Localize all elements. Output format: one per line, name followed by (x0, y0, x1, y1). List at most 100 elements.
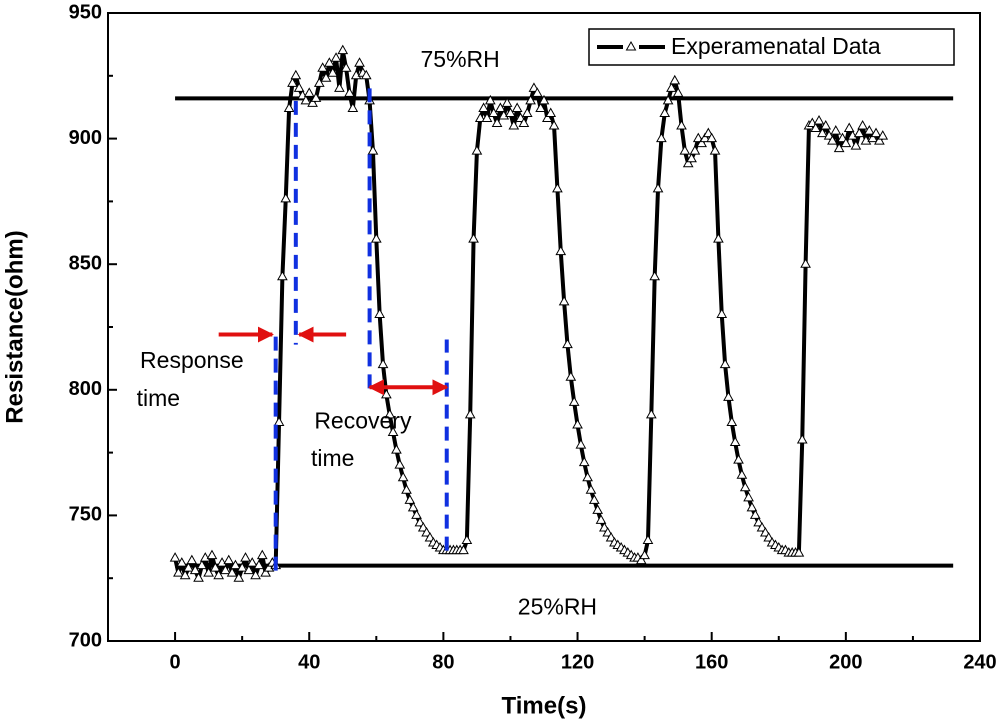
data-point (223, 554, 235, 565)
data-point (384, 408, 396, 419)
data-point (833, 142, 845, 153)
data-point (196, 559, 208, 570)
data-point (273, 416, 285, 426)
data-point (645, 408, 657, 419)
data-point (562, 338, 573, 349)
data-point (464, 408, 476, 419)
data-point (484, 94, 496, 105)
data-point (203, 567, 214, 577)
data-point (501, 97, 513, 107)
data-point (813, 114, 825, 125)
data-point (659, 107, 671, 117)
y-tick-label: 950 (69, 1, 102, 23)
data-point (320, 72, 332, 82)
data-point (820, 120, 832, 130)
data-point (592, 504, 604, 514)
data-point (360, 69, 372, 80)
data-point (810, 122, 822, 133)
data-point (307, 97, 318, 107)
data-point (870, 127, 882, 138)
data-point (739, 481, 751, 492)
x-tick-label: 0 (170, 651, 181, 673)
data-point (572, 418, 583, 429)
x-tick-label: 40 (298, 651, 320, 673)
data-point (253, 559, 265, 570)
data-point (505, 107, 516, 117)
data-point (666, 82, 677, 92)
data-point (468, 233, 479, 243)
data-point (350, 69, 362, 80)
data-point (303, 87, 315, 97)
data-point (183, 562, 194, 572)
data-point (263, 562, 275, 572)
data-point (189, 564, 201, 575)
y-tick-label: 750 (69, 504, 102, 526)
x-tick-label: 200 (829, 651, 862, 673)
data-point (585, 484, 597, 494)
data-point (877, 130, 889, 140)
data-point (344, 87, 355, 97)
data-point (525, 94, 536, 105)
data-point (578, 456, 590, 467)
annotation: Response (140, 347, 244, 373)
data-point (548, 120, 560, 130)
data-point (250, 569, 261, 580)
data-point (709, 145, 721, 155)
data-point (495, 102, 506, 112)
x-tick-label: 120 (561, 651, 594, 673)
annotation: 75%RH (421, 46, 500, 72)
data-point (407, 501, 419, 512)
data-point (793, 547, 805, 557)
data-point (652, 182, 664, 193)
data-point (330, 52, 342, 62)
data-point (850, 140, 862, 150)
data-point (531, 87, 543, 97)
data-point (719, 358, 731, 369)
data-point (334, 82, 345, 92)
data-point (558, 295, 570, 306)
data-point (206, 549, 218, 560)
data-point (236, 562, 248, 572)
data-point (401, 484, 412, 494)
x-tick-label: 240 (963, 651, 996, 673)
data-point (277, 270, 288, 281)
x-tick-label: 160 (695, 651, 728, 673)
data-point (682, 157, 694, 168)
data-point (857, 120, 868, 130)
data-point (317, 62, 329, 72)
data-point (374, 308, 386, 318)
data-point (726, 416, 738, 426)
data-point (847, 130, 858, 140)
data-point (713, 233, 724, 243)
data-point (874, 135, 885, 145)
data-point (246, 557, 258, 567)
data-point (511, 102, 523, 112)
data-point (588, 494, 600, 504)
data-point (478, 102, 489, 112)
data-point (391, 444, 402, 454)
data-point (749, 509, 761, 519)
data-point (300, 94, 312, 105)
data-point (736, 469, 748, 479)
data-point (377, 358, 389, 369)
data-point (381, 388, 392, 399)
data-point (545, 107, 557, 117)
data-point (256, 549, 268, 560)
data-point (827, 135, 838, 145)
data-point (568, 396, 580, 406)
data-point (481, 112, 493, 123)
data-point (729, 436, 741, 447)
data-point (310, 92, 322, 102)
data-point (840, 137, 852, 148)
data-point (863, 125, 875, 135)
data-point (213, 569, 225, 580)
data-point (575, 439, 587, 449)
data-point (283, 102, 295, 112)
data-point (337, 44, 349, 55)
data-point (639, 549, 650, 560)
data-point (287, 77, 298, 87)
data-point (179, 569, 191, 580)
x-tick-label: 80 (432, 651, 454, 673)
data-point (521, 107, 533, 117)
